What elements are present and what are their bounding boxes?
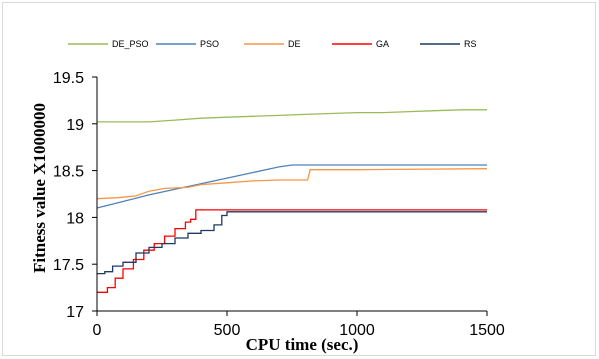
y-tick-label: 17: [66, 304, 84, 321]
x-tick-label: 0: [93, 322, 102, 339]
legend: DE_PSO PSO DE GA RS: [68, 39, 477, 49]
series-line-pso: [96, 164, 487, 209]
tick-labels: 17 17.5 18 18.5 19 19.5 0 500 1000 1500: [53, 70, 505, 339]
legend-label: PSO: [200, 39, 219, 49]
series-line-ga: [97, 209, 487, 293]
series-line-de: [96, 168, 488, 200]
series-line-rs: [97, 211, 487, 275]
x-axis-title: CPU time (sec.): [246, 335, 359, 354]
legend-label: RS: [464, 39, 477, 49]
x-tick-label: 500: [214, 322, 241, 339]
legend-label: GA: [376, 39, 389, 49]
y-tick-label: 17.5: [53, 257, 84, 274]
x-tick-label: 1500: [469, 322, 505, 339]
legend-label: DE_PSO: [112, 39, 149, 49]
series-lines: [96, 109, 488, 293]
axes: [92, 76, 488, 316]
legend-label: DE: [288, 39, 301, 49]
x-tick-label: 1000: [339, 322, 375, 339]
y-axis-title: Fitness value X1000000: [30, 103, 49, 273]
y-tick-label: 19: [66, 117, 84, 134]
y-tick-label: 18: [66, 210, 84, 227]
chart-frame: [2, 2, 596, 356]
series-line-de-pso: [97, 109, 487, 123]
y-tick-label: 18.5: [53, 164, 84, 181]
y-tick-label: 19.5: [53, 70, 84, 87]
